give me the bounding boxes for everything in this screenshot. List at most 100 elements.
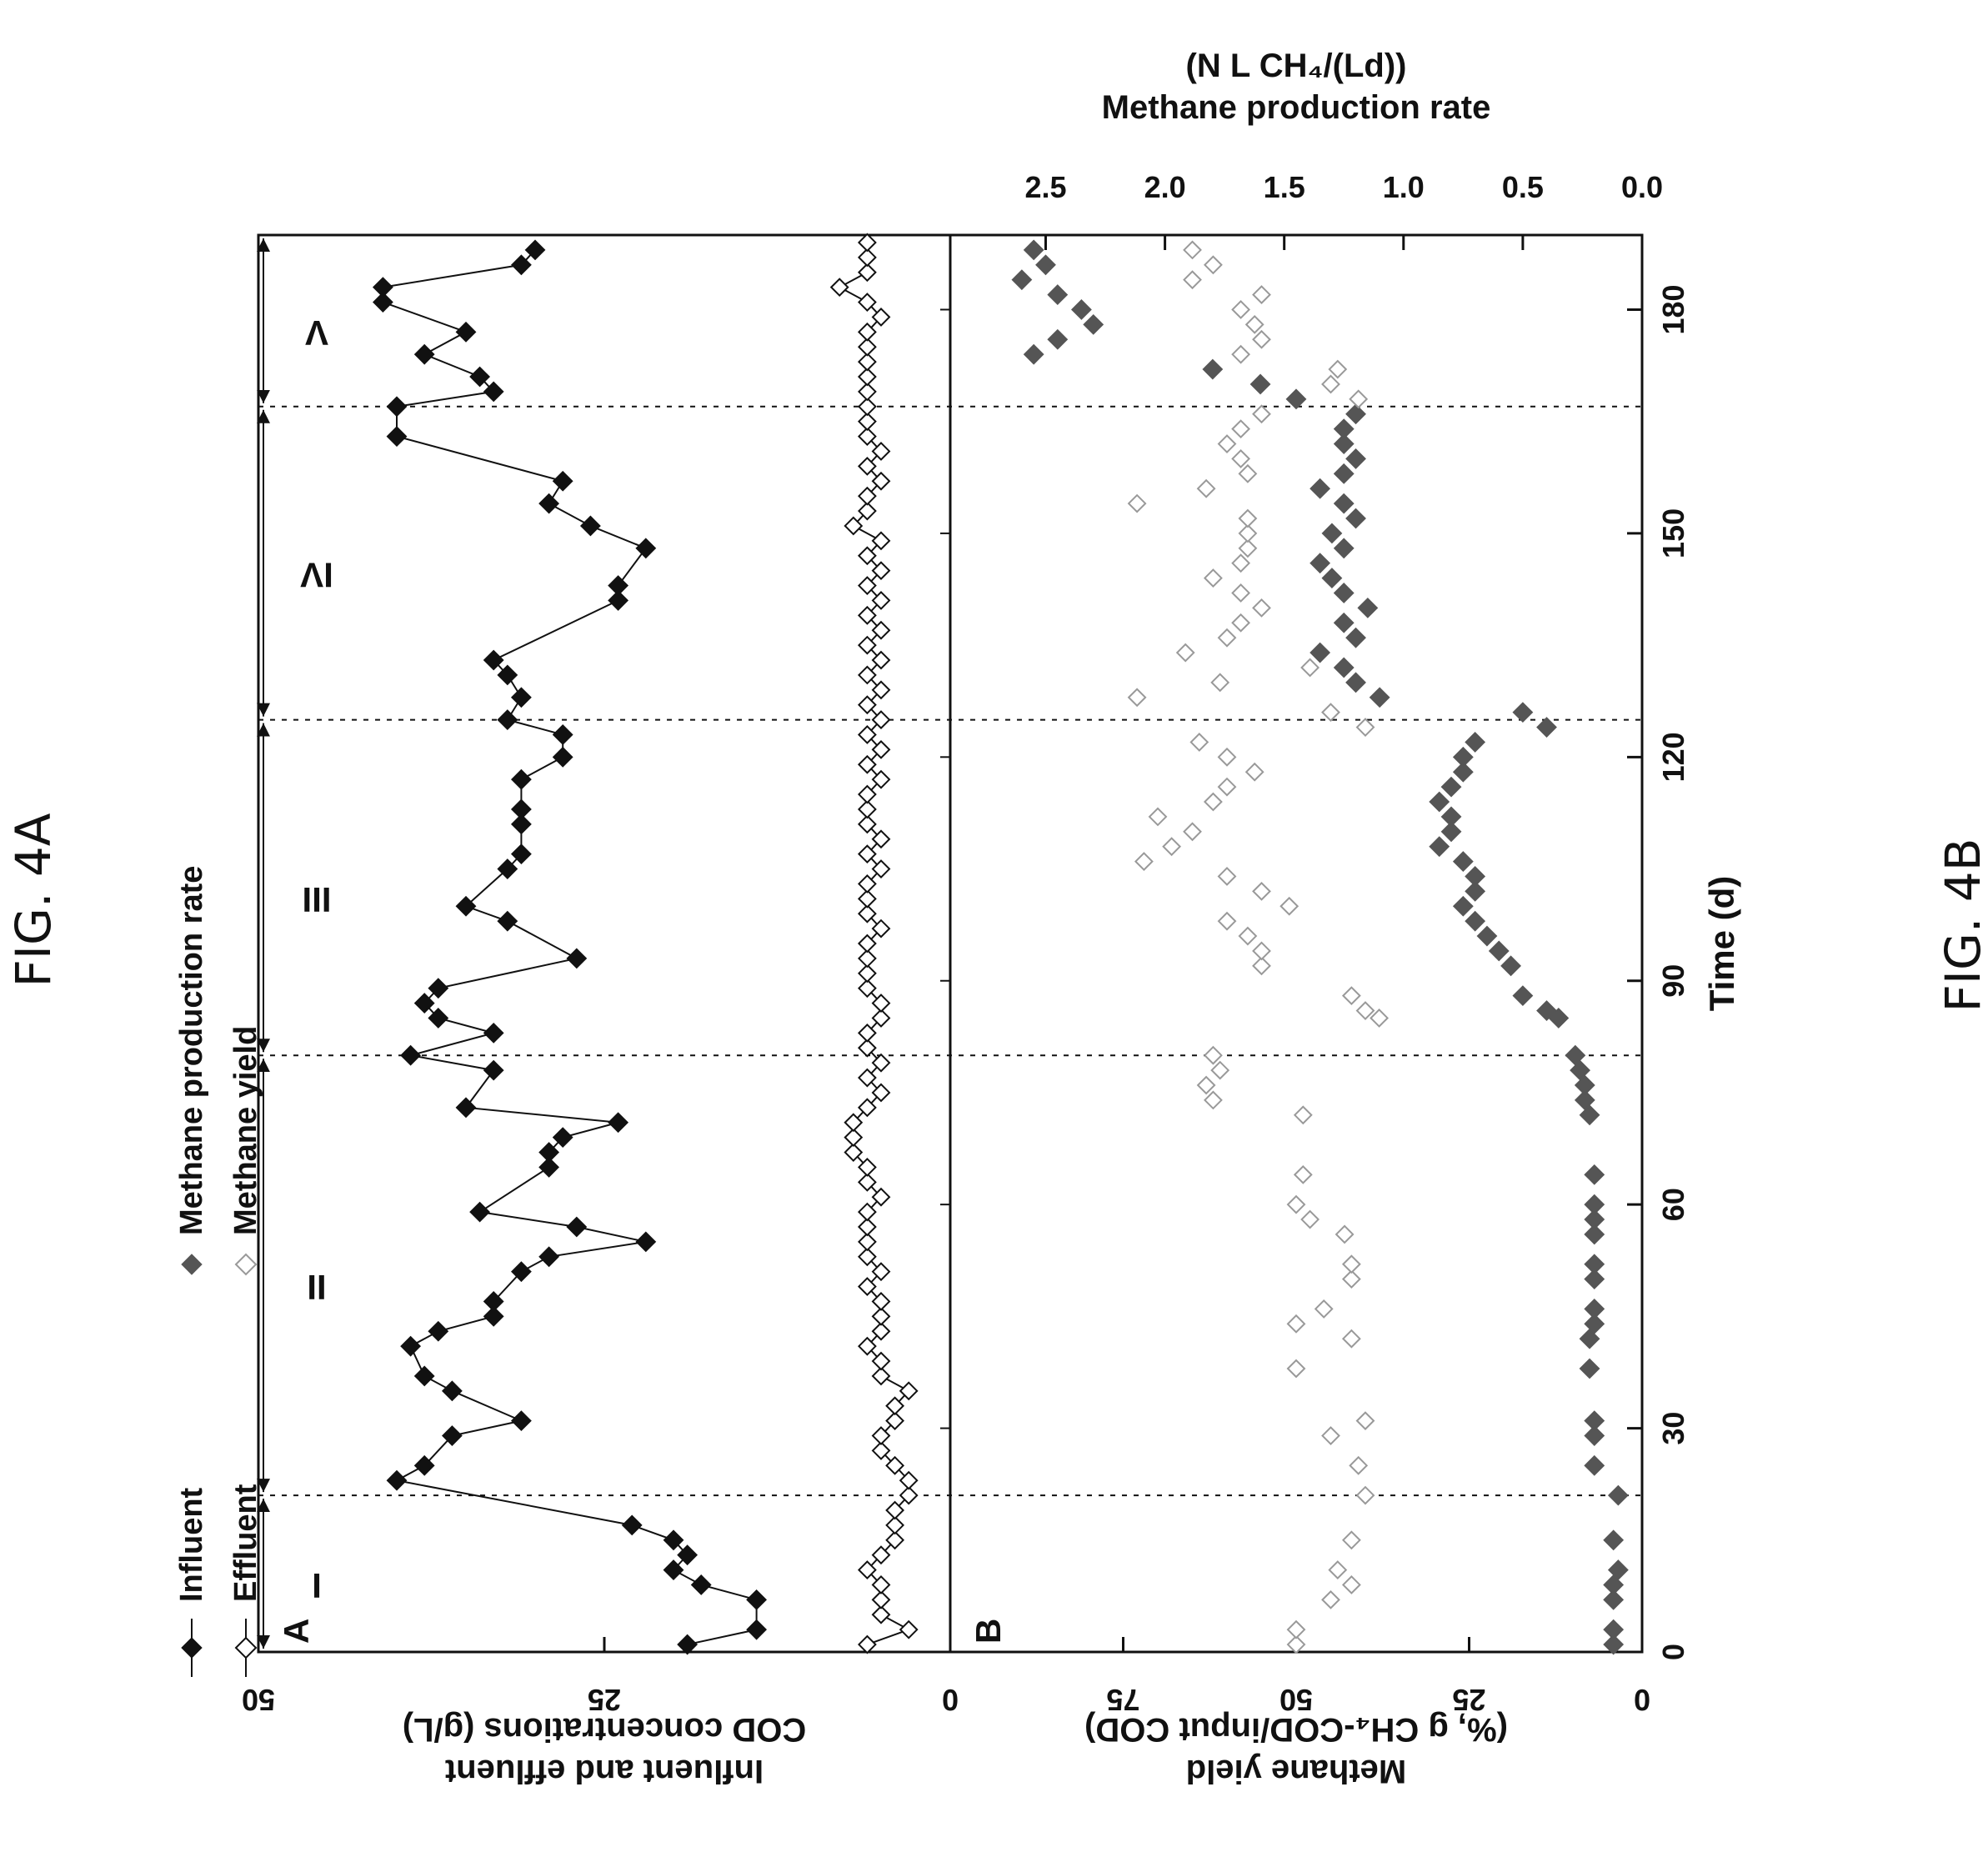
- yield-point: [1244, 762, 1264, 782]
- influent-point: [510, 1410, 532, 1432]
- influent-point: [413, 343, 435, 365]
- influent-point: [413, 1365, 435, 1387]
- effluent-point: [899, 1470, 919, 1490]
- influent-point: [497, 910, 518, 932]
- x-tick-label: 30: [1656, 1412, 1690, 1445]
- yield-point: [1293, 1105, 1313, 1125]
- yield-point: [1279, 896, 1299, 916]
- effluent-point: [871, 1366, 891, 1386]
- yield-point: [1203, 1045, 1223, 1065]
- influent-point: [469, 1201, 491, 1223]
- production-rate-point: [1584, 1224, 1605, 1245]
- influent-point: [524, 239, 546, 261]
- effluent-point: [829, 278, 849, 298]
- production-rate-point: [1369, 687, 1390, 708]
- yield-point: [1328, 1560, 1348, 1579]
- influent-point: [510, 254, 532, 276]
- influent-point: [497, 664, 518, 686]
- production-rate-point: [1345, 508, 1366, 529]
- yield-point: [1127, 493, 1147, 513]
- x-tick-label: 120: [1656, 732, 1690, 782]
- yield-point: [1355, 1411, 1375, 1431]
- effluent-point: [871, 769, 891, 789]
- legend: Influent Effluent Methane production rat…: [174, 866, 263, 1677]
- production-rate-point: [1440, 806, 1462, 828]
- effluent-point: [857, 367, 877, 387]
- effluent-point: [857, 754, 877, 774]
- production-rate-point: [1570, 1059, 1591, 1081]
- yield-point: [1300, 1209, 1320, 1229]
- production-rate-point: [1452, 895, 1474, 917]
- effluent-point: [857, 1247, 877, 1267]
- chart-root: A B Influent Effluent Methane production…: [174, 48, 1741, 1789]
- production-rate-point: [1333, 538, 1355, 559]
- fig-4a-label: FIG. 4A: [5, 813, 62, 987]
- yield-point: [1203, 255, 1223, 275]
- yield-point: [1252, 941, 1271, 961]
- influent-point: [635, 1231, 657, 1253]
- influent-point: [510, 687, 532, 708]
- influent-point: [746, 1619, 768, 1640]
- influent-point: [483, 1305, 504, 1327]
- production-rate-point: [1321, 523, 1343, 544]
- production-rate-point: [1440, 821, 1462, 843]
- yield-point: [1210, 673, 1230, 693]
- effluent-point: [857, 844, 877, 864]
- yield-point: [1217, 911, 1237, 931]
- y-tick-label-a: 0: [942, 1683, 959, 1717]
- influent-point: [538, 493, 560, 514]
- yield-point: [1286, 1619, 1306, 1639]
- yield-point: [1127, 688, 1147, 708]
- effluent-point: [857, 1038, 877, 1058]
- influent-point: [635, 538, 657, 559]
- production-rate-point: [1309, 478, 1331, 499]
- yield-point: [1252, 956, 1271, 976]
- influent-point: [372, 292, 393, 313]
- phase-label: V: [305, 313, 328, 353]
- y2-tick-label-b: 1.5: [1264, 170, 1305, 204]
- yield-point: [1238, 523, 1258, 543]
- production-rate-point: [1536, 717, 1557, 738]
- y-tick-label-b: 50: [1279, 1683, 1313, 1717]
- effluent-point: [857, 665, 877, 685]
- x-tick-label: 0: [1656, 1644, 1690, 1660]
- yield-point: [1231, 583, 1251, 603]
- yield-point: [1286, 1194, 1306, 1214]
- production-rate-point: [1345, 448, 1366, 469]
- influent-point: [579, 515, 601, 537]
- panel-a-frame: [257, 233, 952, 1654]
- influent-point: [677, 1634, 699, 1655]
- effluent-point: [871, 1589, 891, 1609]
- effluent-point: [871, 650, 891, 670]
- influent-point: [400, 1044, 422, 1066]
- production-rate-point: [1584, 1269, 1605, 1290]
- production-rate-point: [1465, 880, 1486, 902]
- panel-b-ylabel-line1: Methane yield: [1186, 1753, 1407, 1789]
- yield-point: [1341, 1575, 1361, 1594]
- effluent-point: [871, 680, 891, 700]
- production-rate-point: [1333, 418, 1355, 440]
- influent-point: [483, 381, 504, 403]
- effluent-point: [857, 427, 877, 446]
- effluent-point: [871, 1306, 891, 1326]
- production-rate-point: [1603, 1619, 1625, 1640]
- yield-point: [1231, 300, 1251, 319]
- yield-point: [1175, 643, 1195, 663]
- legend-influent-marker: [181, 1637, 203, 1659]
- legend-effluent-marker: [234, 1636, 258, 1659]
- yield-point: [1286, 1314, 1306, 1334]
- effluent-point: [871, 994, 891, 1013]
- panel-b-y2label-line2: (N L CH₄/(Ld)): [1186, 48, 1407, 84]
- influent-point: [455, 895, 477, 917]
- yield-point: [1196, 478, 1216, 498]
- yield-point: [1355, 1485, 1375, 1505]
- effluent-point: [857, 888, 877, 908]
- effluent-point: [857, 337, 877, 357]
- production-rate-point: [1603, 1574, 1625, 1595]
- yield-point: [1183, 270, 1202, 290]
- influent-point: [690, 1574, 712, 1595]
- production-rate-point: [1603, 1529, 1625, 1551]
- yield-point: [1252, 881, 1271, 901]
- influent-point: [510, 813, 532, 835]
- influent-point: [538, 1142, 560, 1163]
